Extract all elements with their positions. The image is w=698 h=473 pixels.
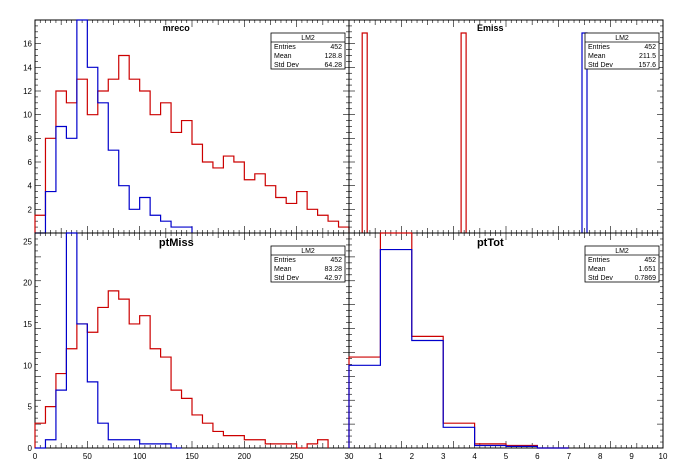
y-tick-label: 6 [28, 158, 33, 167]
x-tick-label: 6 [535, 452, 540, 461]
x-tick-label: 3 [441, 452, 446, 461]
y-tick-label: 14 [23, 63, 32, 72]
histogram-red-ptTot [349, 233, 569, 448]
stats-label: Std Dev [274, 275, 299, 282]
stats-name: LM2 [615, 248, 629, 255]
histogram-spike-red [362, 33, 367, 233]
y-tick-label: 12 [23, 87, 32, 96]
stats-label: Mean [274, 53, 292, 60]
stats-value: 83.28 [324, 266, 342, 273]
y-tick-label: 2 [28, 205, 33, 214]
x-tick-label: 200 [238, 452, 252, 461]
stats-value: 1.651 [638, 266, 656, 273]
y-tick-label: 10 [23, 361, 32, 370]
pad-title-Emiss: Emiss [477, 23, 504, 33]
stats-label: Entries [274, 44, 296, 51]
stats-label: Std Dev [588, 62, 613, 69]
stats-name: LM2 [301, 248, 315, 255]
stats-name: LM2 [301, 35, 315, 42]
y-tick-label: 25 [23, 237, 32, 246]
x-tick-label: 4 [472, 452, 477, 461]
stats-label: Entries [274, 257, 296, 264]
histogram-red-ptMiss [35, 291, 328, 448]
stats-label: Entries [588, 44, 610, 51]
pad-title-mreco: mreco [163, 23, 191, 33]
pad-title-ptTot: ptTot [477, 237, 504, 249]
y-tick-label: 5 [28, 403, 33, 412]
histogram-blue-ptMiss [35, 233, 182, 448]
stats-value: 42.97 [324, 275, 342, 282]
histogram-red-mreco [35, 56, 349, 234]
y-tick-label: 10 [23, 111, 32, 120]
x-tick-label: 5 [504, 452, 509, 461]
y-tick-label: 15 [23, 320, 32, 329]
histogram-blue-mreco [35, 20, 192, 233]
stats-name: LM2 [615, 35, 629, 42]
x-tick-label: 150 [185, 452, 199, 461]
stats-value: 128.8 [324, 53, 342, 60]
stats-value: 0.7869 [635, 275, 657, 282]
x-tick-label: 1 [378, 452, 383, 461]
stats-label: Entries [588, 257, 610, 264]
stats-value: 452 [330, 257, 342, 264]
y-tick-label: 16 [23, 40, 32, 49]
stats-label: Mean [274, 266, 292, 273]
x-tick-label: 30 [345, 452, 354, 461]
stats-value: 452 [644, 44, 656, 51]
stats-label: Std Dev [274, 62, 299, 69]
y-tick-label: 20 [23, 279, 32, 288]
x-tick-label: 250 [290, 452, 304, 461]
stats-label: Std Dev [588, 275, 613, 282]
stats-value: 211.5 [639, 53, 656, 60]
x-tick-label: 2 [410, 452, 415, 461]
stats-label: Mean [588, 53, 606, 60]
stats-value: 64.28 [324, 62, 342, 69]
x-tick-label: 8 [598, 452, 603, 461]
pad-title-ptMiss: ptMiss [159, 237, 194, 249]
stats-label: Mean [588, 266, 606, 273]
y-tick-label: 8 [28, 134, 33, 143]
x-tick-label: 9 [629, 452, 634, 461]
histogram-spike-red [461, 33, 466, 233]
stats-value: 157.6 [638, 62, 656, 69]
x-tick-label: 50 [83, 452, 92, 461]
x-tick-label: 10 [659, 452, 668, 461]
stats-value: 452 [330, 44, 342, 51]
x-tick-label: 7 [567, 452, 572, 461]
histogram-blue-ptTot [349, 250, 569, 448]
x-tick-label: 0 [33, 452, 38, 461]
x-tick-label: 100 [133, 452, 147, 461]
stats-value: 452 [644, 257, 656, 264]
y-tick-label: 4 [28, 182, 33, 191]
